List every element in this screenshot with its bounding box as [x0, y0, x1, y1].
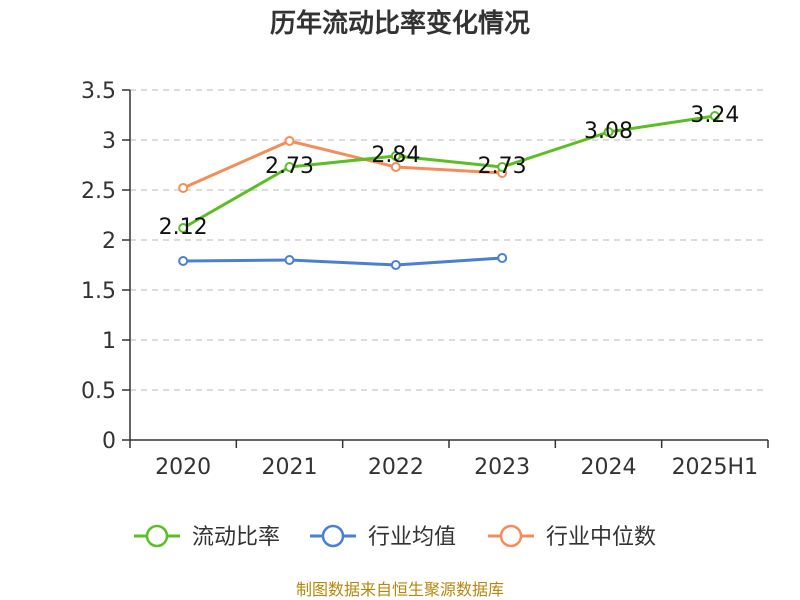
- legend[interactable]: 流动比率 行业均值 行业中位数: [134, 524, 656, 550]
- y-tick-label: 1: [102, 329, 116, 354]
- series-point: [390, 162, 401, 172]
- series-line-1: [183, 256, 503, 267]
- chart-title: 历年流动比率变化情况: [270, 8, 530, 39]
- series-point: [284, 136, 295, 146]
- x-tick-label: 2020: [155, 455, 211, 480]
- data-label: 2.73: [478, 154, 527, 179]
- x-tick-label: 2023: [474, 455, 530, 480]
- x-axis: 2020 2021 2022 2023 2024 2025H1: [129, 439, 769, 480]
- series-point: [178, 256, 189, 266]
- data-label: 3.24: [690, 103, 739, 128]
- y-tick-label: 0.5: [81, 379, 116, 404]
- legend-item[interactable]: 流动比率: [134, 524, 280, 550]
- series-point: [497, 162, 508, 172]
- series-point: [178, 183, 189, 193]
- legend-item[interactable]: 行业中位数: [488, 524, 656, 550]
- y-tick-label: 0: [102, 429, 116, 454]
- source-note: 制图数据来自恒生聚源数据库: [296, 580, 504, 599]
- series-group: [178, 111, 720, 270]
- data-labels: 2.12 2.73 2.84 2.73 3.08 3.24: [159, 103, 740, 240]
- y-tick-label: 1.5: [81, 279, 116, 304]
- legend-label: 行业均值: [368, 525, 456, 550]
- series-point: [709, 111, 720, 121]
- data-label: 2.12: [159, 215, 208, 240]
- legend-label: 流动比率: [192, 525, 280, 550]
- series-point: [284, 255, 295, 265]
- y-axis: 0 0.5 1 1.5 2 2.5 3 3.5: [81, 79, 131, 454]
- legend-item[interactable]: 行业均值: [310, 524, 456, 550]
- series-point: [497, 253, 508, 263]
- legend-swatch-marker: [499, 524, 523, 548]
- x-tick-label: 2022: [368, 455, 424, 480]
- series-point: [284, 162, 295, 172]
- data-label: 3.08: [584, 119, 633, 144]
- legend-swatch-marker: [321, 524, 345, 548]
- x-tick-label: 2024: [581, 455, 637, 480]
- y-tick-label: 2: [102, 229, 116, 254]
- legend-label: 行业中位数: [546, 525, 656, 550]
- y-tick-label: 3.5: [81, 79, 116, 104]
- grid-lines: [130, 89, 768, 391]
- series-point: [390, 260, 401, 270]
- series-point: [178, 223, 189, 233]
- x-tick-label: 2025H1: [672, 455, 759, 480]
- y-tick-label: 3: [102, 129, 116, 154]
- y-tick-label: 2.5: [81, 179, 116, 204]
- series-point: [603, 127, 614, 137]
- data-label: 2.73: [265, 154, 314, 179]
- data-label: 2.84: [371, 143, 420, 168]
- x-tick-label: 2021: [262, 455, 318, 480]
- series-line-2: [182, 139, 503, 190]
- legend-swatch-marker: [145, 524, 169, 548]
- series-point: [390, 151, 401, 161]
- series-line-0: [182, 114, 716, 230]
